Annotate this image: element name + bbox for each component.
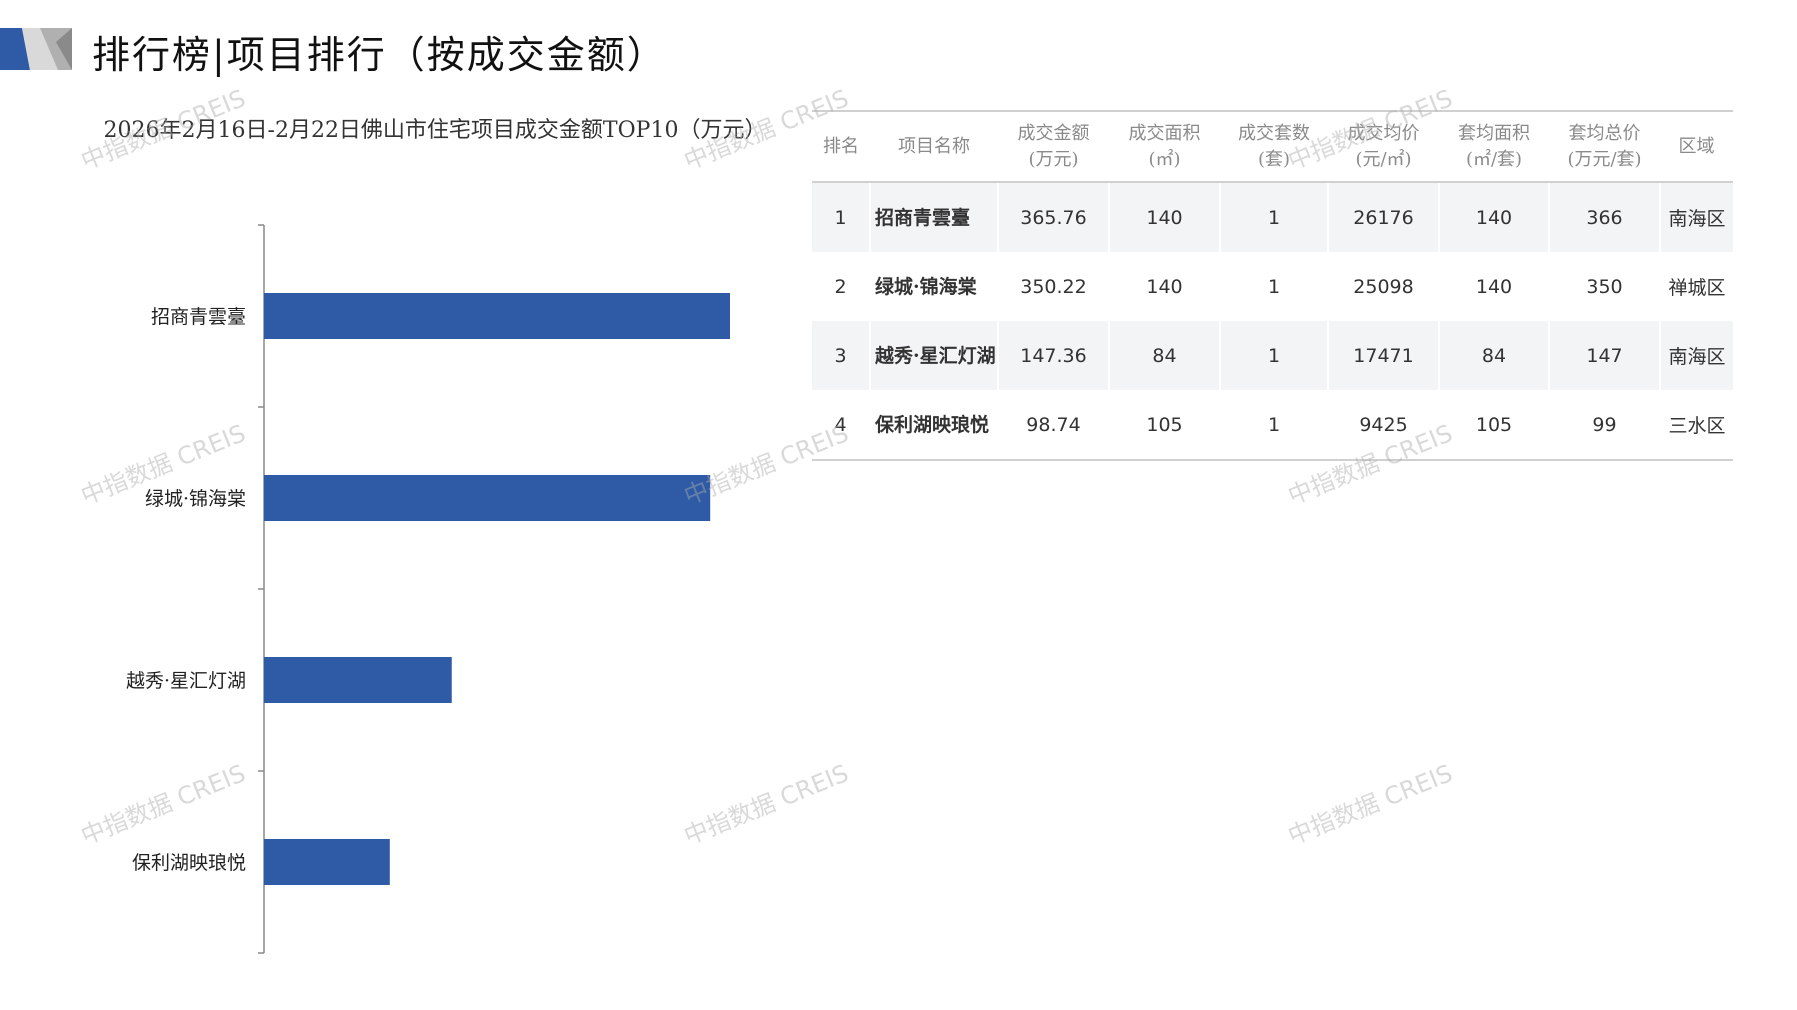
table-cell: 140 [1108, 252, 1220, 321]
table-cell: 2 [834, 275, 847, 298]
column-header: 套均总价 (万元/套) [1549, 110, 1660, 183]
table-cell: 140 [1438, 252, 1549, 321]
column-header-text: 套均总价 [1568, 122, 1641, 144]
column-header-text: (万元/套) [1567, 148, 1642, 170]
column-header-text: 套均面积 [1458, 122, 1530, 144]
category-label: 绿城·锦海棠 [145, 488, 246, 510]
table-row: 3 越秀·星汇灯湖 147.36 84 1 17471 84 147 南海区 [812, 321, 1733, 390]
table-cell: 禅城区 [1659, 252, 1733, 321]
column-header-text: (㎡/套) [1465, 148, 1523, 170]
table-cell: 99 [1548, 390, 1660, 461]
table-cell: 1 [1219, 321, 1328, 390]
column-header-text: 项目名称 [898, 135, 970, 157]
table-cell: 98.74 [997, 390, 1109, 461]
table-header-row: 排名 项目名称 成交金额 (万元) 成交面积 (㎡) 成交套数 (套) 成交均价 (元/㎡) 套均面… [812, 110, 1733, 183]
table-cell: 365.76 [997, 182, 1109, 252]
category-label: 保利湖映琅悦 [132, 852, 246, 874]
table-row: 1 招商青雲臺 365.76 140 1 26176 140 366 南海区 [812, 182, 1733, 252]
table-cell: 1 [1219, 182, 1328, 252]
table-cell: 1 [1219, 390, 1328, 461]
column-header-text: 区域 [1678, 135, 1715, 157]
column-header: 排名 [812, 110, 870, 183]
table-cell: 140 [1438, 182, 1549, 252]
table-cell: 105 [1108, 390, 1220, 461]
bar [264, 293, 730, 339]
table-cell: 1 [1219, 252, 1328, 321]
table-cell: 南海区 [1659, 182, 1733, 252]
column-header: 项目名称 [870, 110, 998, 183]
table-cell: 84 [1438, 321, 1549, 390]
table-cell: 350.22 [997, 252, 1109, 321]
table-cell: 25098 [1327, 252, 1439, 321]
column-header-text: 排名 [823, 135, 859, 157]
table-row: 2 绿城·锦海棠 350.22 140 1 25098 140 350 禅城区 [812, 252, 1733, 321]
page-title: 排行榜|项目排行（按成交金额） [92, 33, 667, 77]
table-cell: 140 [1108, 182, 1220, 252]
table-cell: 350 [1548, 252, 1660, 321]
bar [264, 475, 711, 521]
watermark: 中指数据 CREIS [1284, 759, 1457, 851]
column-header: 区域 [1660, 110, 1733, 183]
column-header-text: (㎡) [1148, 148, 1181, 170]
column-header-text: 成交金额 [1017, 122, 1090, 144]
table-cell: 3 [812, 321, 870, 390]
table-cell: 26176 [1327, 182, 1439, 252]
table-cell: 147.36 [997, 321, 1109, 390]
column-header-text: 成交面积 [1128, 122, 1201, 144]
column-header: 成交套数 (套) [1220, 110, 1328, 183]
table-cell: 保利湖映琅悦 [869, 390, 998, 461]
table-cell: 84 [1108, 321, 1220, 390]
chart-title: 2026年2月16日-2月22日佛山市住宅项目成交金额TOP10（万元） [103, 118, 767, 143]
category-label: 越秀·星汇灯湖 [126, 670, 246, 692]
table-cell: 105 [1438, 390, 1549, 461]
table-cell: 9425 [1327, 390, 1439, 461]
table-cell: 1 [812, 182, 870, 252]
ranking-table: 排名 项目名称 成交金额 (万元) 成交面积 (㎡) 成交套数 (套) 成交均价 (元/㎡) 套均面… [812, 110, 1733, 461]
table-cell: 越秀·星汇灯湖 [869, 321, 998, 390]
table-row: 4 保利湖映琅悦 98.74 105 1 9425 105 99 三水区 [812, 390, 1733, 461]
category-label: 招商青雲臺 [151, 306, 246, 328]
table-cell: 南海区 [1659, 321, 1733, 390]
table-cell: 366 [1548, 182, 1660, 252]
column-header-text: 成交均价 [1347, 122, 1420, 144]
column-header-text: (元/㎡) [1355, 148, 1412, 170]
column-header: 套均面积 (㎡/套) [1439, 110, 1549, 183]
column-header-text: (万元) [1028, 148, 1079, 170]
table-cell: 17471 [1327, 321, 1439, 390]
bar [264, 657, 452, 703]
brand-logo [0, 28, 72, 70]
column-header-text: (套) [1257, 148, 1291, 170]
column-header: 成交面积 (㎡) [1109, 110, 1220, 183]
bar [264, 839, 390, 885]
column-header-text: 成交套数 [1238, 122, 1310, 144]
table-cell: 4 [812, 390, 870, 461]
column-header: 成交金额 (万元) [998, 110, 1109, 183]
column-header: 成交均价 (元/㎡) [1328, 110, 1439, 183]
table-cell: 招商青雲臺 [869, 182, 998, 252]
table-cell: 绿城·锦海棠 [869, 252, 998, 321]
table-cell: 三水区 [1659, 390, 1733, 461]
table-cell: 147 [1548, 321, 1660, 390]
